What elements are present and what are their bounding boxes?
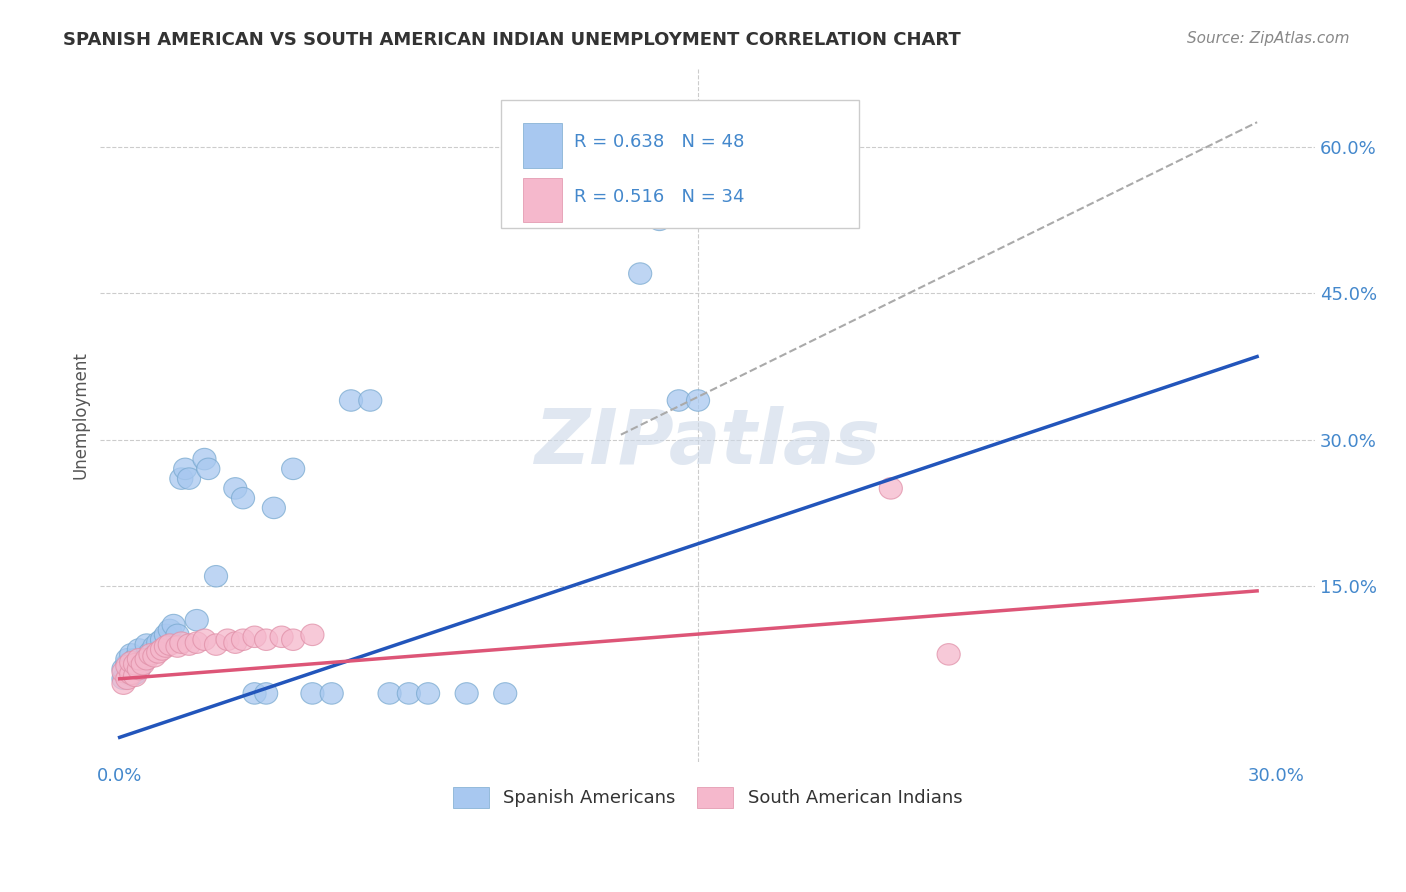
Ellipse shape [135, 648, 159, 670]
Ellipse shape [120, 665, 143, 687]
Ellipse shape [339, 390, 363, 411]
Ellipse shape [112, 661, 135, 682]
Ellipse shape [115, 668, 139, 690]
Ellipse shape [146, 641, 170, 663]
Ellipse shape [936, 644, 960, 665]
Ellipse shape [155, 624, 177, 646]
Ellipse shape [112, 668, 135, 690]
Ellipse shape [128, 658, 150, 680]
Ellipse shape [177, 468, 201, 490]
Ellipse shape [224, 632, 247, 654]
Ellipse shape [359, 390, 382, 411]
Ellipse shape [186, 632, 208, 654]
Ellipse shape [648, 209, 671, 231]
Ellipse shape [232, 629, 254, 650]
Ellipse shape [115, 656, 139, 677]
Ellipse shape [243, 682, 266, 704]
Ellipse shape [232, 487, 254, 508]
Ellipse shape [270, 626, 292, 648]
Ellipse shape [193, 449, 217, 470]
Ellipse shape [628, 263, 652, 285]
Ellipse shape [112, 658, 135, 680]
Ellipse shape [159, 619, 181, 640]
Ellipse shape [150, 629, 173, 650]
Ellipse shape [124, 648, 146, 670]
Ellipse shape [321, 682, 343, 704]
Ellipse shape [217, 629, 239, 650]
Text: R = 0.638   N = 48: R = 0.638 N = 48 [574, 133, 744, 151]
Ellipse shape [139, 644, 162, 665]
Ellipse shape [378, 682, 401, 704]
Ellipse shape [177, 634, 201, 656]
Ellipse shape [146, 632, 170, 654]
Ellipse shape [170, 632, 193, 654]
Ellipse shape [281, 458, 305, 480]
Text: ZIPatlas: ZIPatlas [534, 406, 880, 480]
Ellipse shape [254, 629, 278, 650]
Ellipse shape [456, 682, 478, 704]
Ellipse shape [128, 648, 150, 670]
Ellipse shape [150, 639, 173, 660]
Ellipse shape [398, 682, 420, 704]
Ellipse shape [120, 663, 143, 685]
Ellipse shape [162, 615, 186, 636]
Ellipse shape [668, 390, 690, 411]
Ellipse shape [186, 609, 208, 631]
Ellipse shape [124, 663, 146, 685]
Text: SPANISH AMERICAN VS SOUTH AMERICAN INDIAN UNEMPLOYMENT CORRELATION CHART: SPANISH AMERICAN VS SOUTH AMERICAN INDIA… [63, 31, 962, 49]
Ellipse shape [128, 658, 150, 680]
Text: R = 0.516   N = 34: R = 0.516 N = 34 [574, 188, 745, 206]
Ellipse shape [159, 634, 181, 656]
Ellipse shape [143, 636, 166, 657]
Ellipse shape [131, 654, 155, 675]
Ellipse shape [120, 644, 143, 665]
Ellipse shape [243, 626, 266, 648]
Ellipse shape [139, 641, 162, 663]
Ellipse shape [120, 656, 143, 677]
Ellipse shape [112, 673, 135, 694]
Ellipse shape [124, 665, 146, 687]
Ellipse shape [166, 636, 188, 657]
Ellipse shape [416, 682, 440, 704]
Ellipse shape [204, 634, 228, 656]
Ellipse shape [115, 648, 139, 670]
Y-axis label: Unemployment: Unemployment [72, 351, 89, 479]
Ellipse shape [301, 682, 323, 704]
Ellipse shape [131, 651, 155, 673]
Legend: Spanish Americans, South American Indians: Spanish Americans, South American Indian… [446, 780, 970, 815]
Ellipse shape [155, 636, 177, 657]
Ellipse shape [224, 477, 247, 500]
Ellipse shape [124, 654, 146, 675]
FancyBboxPatch shape [523, 178, 562, 222]
Ellipse shape [197, 458, 219, 480]
Ellipse shape [170, 468, 193, 490]
FancyBboxPatch shape [501, 100, 859, 228]
Ellipse shape [686, 390, 710, 411]
Ellipse shape [193, 629, 217, 650]
Ellipse shape [166, 624, 188, 646]
Ellipse shape [143, 646, 166, 667]
Ellipse shape [120, 651, 143, 673]
Ellipse shape [115, 654, 139, 675]
Ellipse shape [128, 639, 150, 660]
Text: Source: ZipAtlas.com: Source: ZipAtlas.com [1187, 31, 1350, 46]
Ellipse shape [135, 646, 159, 667]
FancyBboxPatch shape [523, 123, 562, 168]
Ellipse shape [494, 682, 517, 704]
Ellipse shape [204, 566, 228, 587]
Ellipse shape [879, 477, 903, 500]
Ellipse shape [301, 624, 323, 646]
Ellipse shape [254, 682, 278, 704]
Ellipse shape [263, 497, 285, 518]
Ellipse shape [281, 629, 305, 650]
Ellipse shape [173, 458, 197, 480]
Ellipse shape [135, 634, 159, 656]
